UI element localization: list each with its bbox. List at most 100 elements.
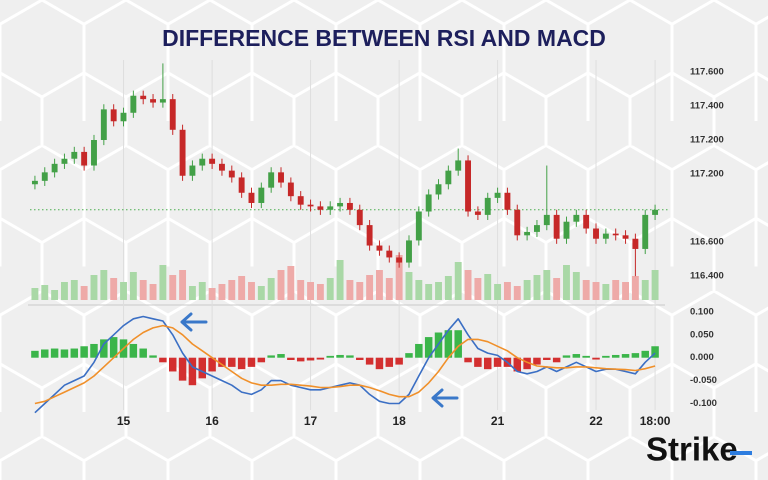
candle-body [268, 172, 275, 188]
volume-bar [543, 270, 551, 300]
volume-bar [592, 282, 600, 300]
histogram-bar [346, 355, 354, 358]
volume-bar [464, 270, 472, 300]
x-tick-label: 15 [117, 414, 131, 428]
volume-bar [651, 270, 659, 300]
volume-bar [208, 288, 216, 300]
vertical-grid: 15 16 17 18 21 22 18:00 [117, 60, 671, 428]
volume-bar [523, 280, 531, 300]
candle-body [583, 214, 590, 229]
candle-body [514, 209, 521, 236]
candle-body [287, 182, 294, 197]
volume-bar [582, 280, 590, 300]
y-tick-label: 0.100 [690, 306, 714, 317]
volume-bar [257, 286, 265, 300]
histogram-bar [602, 355, 610, 358]
volume-bar [395, 255, 403, 300]
histogram-bar [316, 357, 325, 360]
y-tick-label: 116.600 [690, 237, 724, 248]
volume-bar [484, 274, 492, 300]
volume-bar [336, 260, 344, 300]
volume-bar [405, 272, 413, 300]
x-tick-label: 21 [491, 414, 505, 428]
histogram-bar [326, 355, 334, 358]
candle-body [120, 112, 127, 122]
histogram-bar [365, 357, 374, 365]
volume-bar [188, 286, 196, 300]
histogram-bar [493, 357, 502, 367]
histogram-bar [513, 357, 522, 372]
histogram-bar [139, 348, 147, 358]
candle-body [228, 170, 235, 178]
chart-title: DIFFERENCE BETWEEN RSI AND MACD [162, 25, 606, 51]
candle-body [376, 245, 383, 251]
histogram-bar [306, 357, 315, 361]
candle-body [494, 192, 501, 198]
candle-body [563, 221, 570, 239]
histogram-bar [80, 346, 88, 358]
histogram-bar [641, 350, 649, 358]
macd-line [34, 324, 656, 405]
volume-bar [307, 282, 314, 300]
histogram-bar [188, 357, 197, 386]
candle-body [435, 184, 442, 195]
histogram-bar [90, 343, 98, 358]
volume-bar [297, 280, 305, 300]
histogram-bar [444, 330, 453, 358]
candle-body [366, 225, 373, 246]
histogram-bar [237, 357, 246, 370]
histogram-bar [257, 357, 266, 363]
volume-bar [622, 282, 629, 300]
x-tick-label: 22 [589, 414, 603, 428]
volume-bar [90, 275, 98, 300]
candle-body [346, 202, 353, 210]
volume-bar [129, 272, 137, 300]
volume-bar [248, 282, 255, 300]
candle-body [189, 165, 196, 176]
candle-body [278, 172, 284, 183]
y-tick-label: 0.050 [690, 329, 714, 340]
macd-line [34, 315, 656, 414]
volume-bar [100, 270, 108, 300]
histogram-bar [277, 354, 285, 358]
volume-bar [435, 282, 442, 300]
candle-body [327, 206, 334, 210]
y-tick-label: 0.000 [690, 352, 714, 363]
y-tick-label: -0.100 [690, 398, 717, 409]
candle-body [474, 211, 481, 215]
macd-panel: 0.100 0.050 0.000 -0.050 -0.100 [31, 306, 717, 414]
histogram-bar [562, 355, 571, 358]
volume-bar [612, 280, 620, 300]
histogram-bar [631, 353, 640, 358]
volume-bar [51, 290, 59, 300]
histogram-bar [454, 330, 462, 358]
volume-bar [287, 266, 295, 300]
histogram-bar [267, 355, 275, 358]
volume-bar [326, 278, 334, 300]
candle-body [258, 187, 265, 203]
histogram-bar [464, 357, 472, 363]
candle-body [593, 228, 599, 239]
volume-bar [120, 282, 127, 300]
histogram-bar [582, 355, 590, 358]
candle-body [41, 172, 48, 181]
candle-body [356, 209, 363, 226]
volume-bar [149, 284, 157, 300]
histogram-bar [109, 337, 118, 358]
candle-body [297, 196, 304, 205]
candle-body [317, 206, 324, 210]
candle-body [386, 250, 393, 258]
volume-bar [494, 284, 502, 300]
histogram-bar [198, 357, 207, 379]
candle-body [248, 192, 255, 203]
volume-bar [631, 276, 639, 300]
histogram-bar [533, 357, 541, 365]
histogram-bar [483, 357, 492, 370]
volume-bar [444, 276, 452, 300]
candle-body [209, 158, 216, 164]
candle-body [71, 151, 78, 159]
histogram-bar [552, 357, 561, 363]
volume-bar [70, 280, 78, 300]
volume-bar [228, 280, 236, 300]
